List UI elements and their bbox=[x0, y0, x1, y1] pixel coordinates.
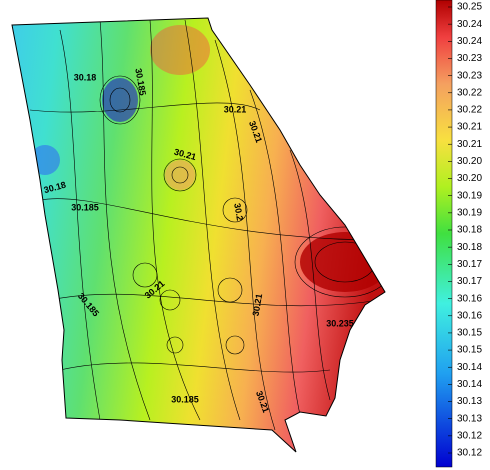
contour-label: 30.18 bbox=[74, 72, 97, 82]
contour-label: 30.185 bbox=[171, 394, 199, 404]
contour-label: 30.2 bbox=[232, 202, 245, 221]
colorbar-tick-label: 30.24 bbox=[457, 36, 482, 47]
colorbar-tick-label: 30.18 bbox=[457, 242, 482, 253]
colorbar-tick-label: 30.24 bbox=[457, 19, 482, 30]
colorbar-tick-label: 30.13 bbox=[457, 413, 482, 424]
colorbar-tick-label: 30.22 bbox=[457, 87, 482, 98]
contour-label: 30.21 bbox=[224, 104, 247, 114]
colorbar-tick-label: 30.23 bbox=[457, 53, 482, 64]
contour-label: 30.21 bbox=[251, 293, 265, 317]
colorbar-tick-label: 30.19 bbox=[457, 207, 482, 218]
colorbar-tick-label: 30.13 bbox=[457, 396, 482, 407]
colorbar-tick-label: 30.12 bbox=[457, 430, 482, 441]
colorbar-tick-label: 30.16 bbox=[457, 310, 482, 321]
colorbar-tick-label: 30.21 bbox=[457, 122, 482, 133]
colorbar-tick-label: 30.15 bbox=[457, 328, 482, 339]
contour-label: 30.185 bbox=[71, 202, 99, 212]
colorbar-tick-label: 30.16 bbox=[457, 293, 482, 304]
colorbar-tick-label: 30.25 bbox=[457, 2, 482, 13]
colorbar-tick-label: 30.22 bbox=[457, 105, 482, 116]
colorbar-tick-label: 30.17 bbox=[457, 259, 482, 270]
colorbar-tick-label: 30.14 bbox=[457, 362, 482, 373]
colorbar-tick-label: 30.14 bbox=[457, 379, 482, 390]
colorbar-tick-label: 30.20 bbox=[457, 173, 482, 184]
colorbar-tick-label: 30.12 bbox=[457, 448, 482, 459]
contour-label: 30.235 bbox=[326, 318, 354, 328]
colorbar-tick-label: 30.18 bbox=[457, 225, 482, 236]
contour-label: 30.185 bbox=[133, 67, 148, 96]
contour-map bbox=[12, 18, 385, 452]
colorbar-tick-label: 30.20 bbox=[457, 156, 482, 167]
colorbar bbox=[435, 0, 453, 468]
colorbar-tick-label: 30.15 bbox=[457, 345, 482, 356]
colorbar-tick-label: 30.23 bbox=[457, 70, 482, 81]
colorbar-tick-label: 30.17 bbox=[457, 276, 482, 287]
colorbar-tick-label: 30.19 bbox=[457, 190, 482, 201]
colorbar-tick-label: 30.21 bbox=[457, 139, 482, 150]
